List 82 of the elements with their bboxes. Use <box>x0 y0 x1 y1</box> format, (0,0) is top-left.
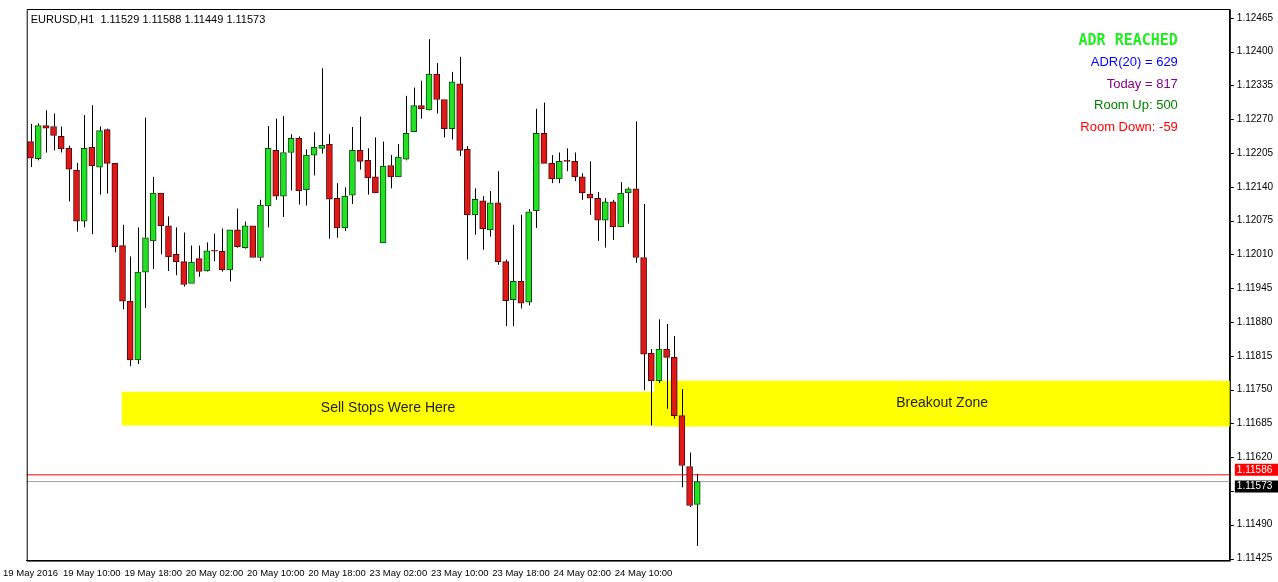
y-tick-label: 1.12465 <box>1236 11 1274 23</box>
candlestick <box>73 162 80 233</box>
candlestick <box>341 186 349 232</box>
candlestick <box>395 143 402 178</box>
candlestick <box>318 67 326 155</box>
candlestick <box>502 259 509 327</box>
y-tick-label: 1.12270 <box>1236 112 1274 124</box>
candlestick <box>226 229 234 282</box>
x-tick-label: 24 May 02:00 <box>553 566 612 578</box>
candlestick <box>586 160 594 216</box>
y-tick-label: 1.11945 <box>1236 281 1273 293</box>
y-tick-label: 1.11425 <box>1236 552 1273 564</box>
candlestick <box>555 151 563 184</box>
candlestick <box>571 151 578 182</box>
x-tick-label: 24 May 10:00 <box>614 566 673 578</box>
candlestick <box>211 233 218 262</box>
candlestick <box>532 108 540 229</box>
candlestick <box>418 80 425 120</box>
y-tick-label: 1.12010 <box>1236 248 1274 260</box>
candlestick <box>203 241 211 272</box>
annotation: ADR(20) = 629 <box>1090 54 1178 70</box>
candlestick <box>510 224 517 327</box>
y-tick-label: 1.11750 <box>1236 383 1273 395</box>
candlestick <box>594 191 601 242</box>
x-tick-label: 20 May 10:00 <box>246 566 305 578</box>
x-tick-label: 23 May 18:00 <box>492 566 550 578</box>
candlestick <box>670 335 678 420</box>
candlestick <box>364 147 372 196</box>
ref-line-label: 1.11586 <box>1236 463 1273 475</box>
candlestick <box>479 195 487 251</box>
y-tick-label: 1.11815 <box>1236 349 1273 361</box>
y-tick-label: 1.12075 <box>1236 214 1274 226</box>
candlestick <box>487 190 494 238</box>
candlestick <box>157 192 165 255</box>
candlestick <box>456 56 464 157</box>
x-tick-label: 23 May 10:00 <box>430 566 489 578</box>
candlestick <box>387 154 395 189</box>
x-tick-label: 19 May 18:00 <box>124 566 182 578</box>
x-tick-label: 20 May 18:00 <box>308 566 366 578</box>
annotation: Room Up: 500 <box>1094 97 1178 113</box>
chart-title: EURUSD,H1 1.11529 1.11588 1.11449 1.11573 <box>30 12 266 25</box>
candlestick <box>272 118 280 201</box>
candlestick <box>464 145 471 261</box>
y-tick-label: 1.11620 <box>1236 450 1273 462</box>
annotation: Room Down: -59 <box>1080 118 1178 134</box>
candlestick <box>188 245 195 284</box>
candlestick <box>563 147 571 172</box>
candlestick <box>548 154 555 184</box>
candlestick <box>663 323 670 410</box>
candlestick <box>601 197 609 249</box>
y-tick-label: 1.12205 <box>1236 146 1274 158</box>
candlestick <box>180 232 188 288</box>
band-label: Breakout Zone <box>896 394 989 411</box>
candlestick <box>525 208 532 306</box>
candlestick <box>433 62 441 114</box>
candlestick <box>693 473 701 547</box>
candlestick <box>578 172 586 201</box>
candlestick <box>50 113 57 151</box>
candlestick <box>617 181 624 228</box>
candlestick <box>57 125 65 153</box>
candlestick <box>234 208 241 247</box>
candlestick <box>80 114 88 228</box>
annotation: Today = 817 <box>1106 75 1178 91</box>
y-tick-label: 1.11880 <box>1236 315 1273 327</box>
x-tick-label: 19 May 2016 <box>3 566 59 578</box>
y-tick-label: 1.12335 <box>1236 79 1274 91</box>
candlestick <box>349 126 356 205</box>
y-tick-label: 1.12400 <box>1236 45 1274 57</box>
y-tick-label: 1.12140 <box>1236 180 1274 192</box>
candlestick <box>295 135 303 205</box>
x-tick-label: 19 May 10:00 <box>63 566 121 578</box>
y-tick-label: 1.11685 <box>1236 417 1273 429</box>
y-tick-label: 1.11490 <box>1236 518 1273 530</box>
band-label: Sell Stops Were Here <box>320 399 456 416</box>
x-tick-label: 23 May 02:00 <box>369 566 428 578</box>
candlestick <box>326 133 333 240</box>
candlestick <box>647 348 655 426</box>
ref-line-label: 1.11573 <box>1236 480 1273 492</box>
x-tick-label: 20 May 02:00 <box>185 566 244 578</box>
candlestick <box>410 87 418 133</box>
annotation: ADR REACHED <box>1078 30 1178 49</box>
candlestick <box>103 129 111 195</box>
